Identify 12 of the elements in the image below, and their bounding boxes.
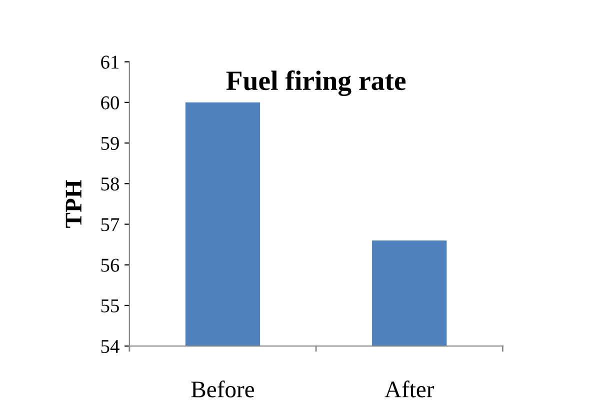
y-tick-label: 55 (101, 299, 119, 312)
y-tick-label: 56 (101, 258, 120, 272)
y-tick-label: 57 (101, 218, 120, 232)
y-tick-label: 59 (101, 136, 119, 150)
y-tick-label: 61 (101, 56, 119, 69)
y-tick-label: 60 (101, 96, 119, 110)
y-tick-label: 58 (101, 177, 119, 191)
y-axis-title: TPH (66, 180, 82, 228)
x-tick-label: Before (191, 380, 254, 398)
x-tick-label: After (384, 380, 434, 398)
y-tick-label: 54 (101, 340, 120, 354)
chart-title: Fuel firing rate (226, 70, 406, 96)
